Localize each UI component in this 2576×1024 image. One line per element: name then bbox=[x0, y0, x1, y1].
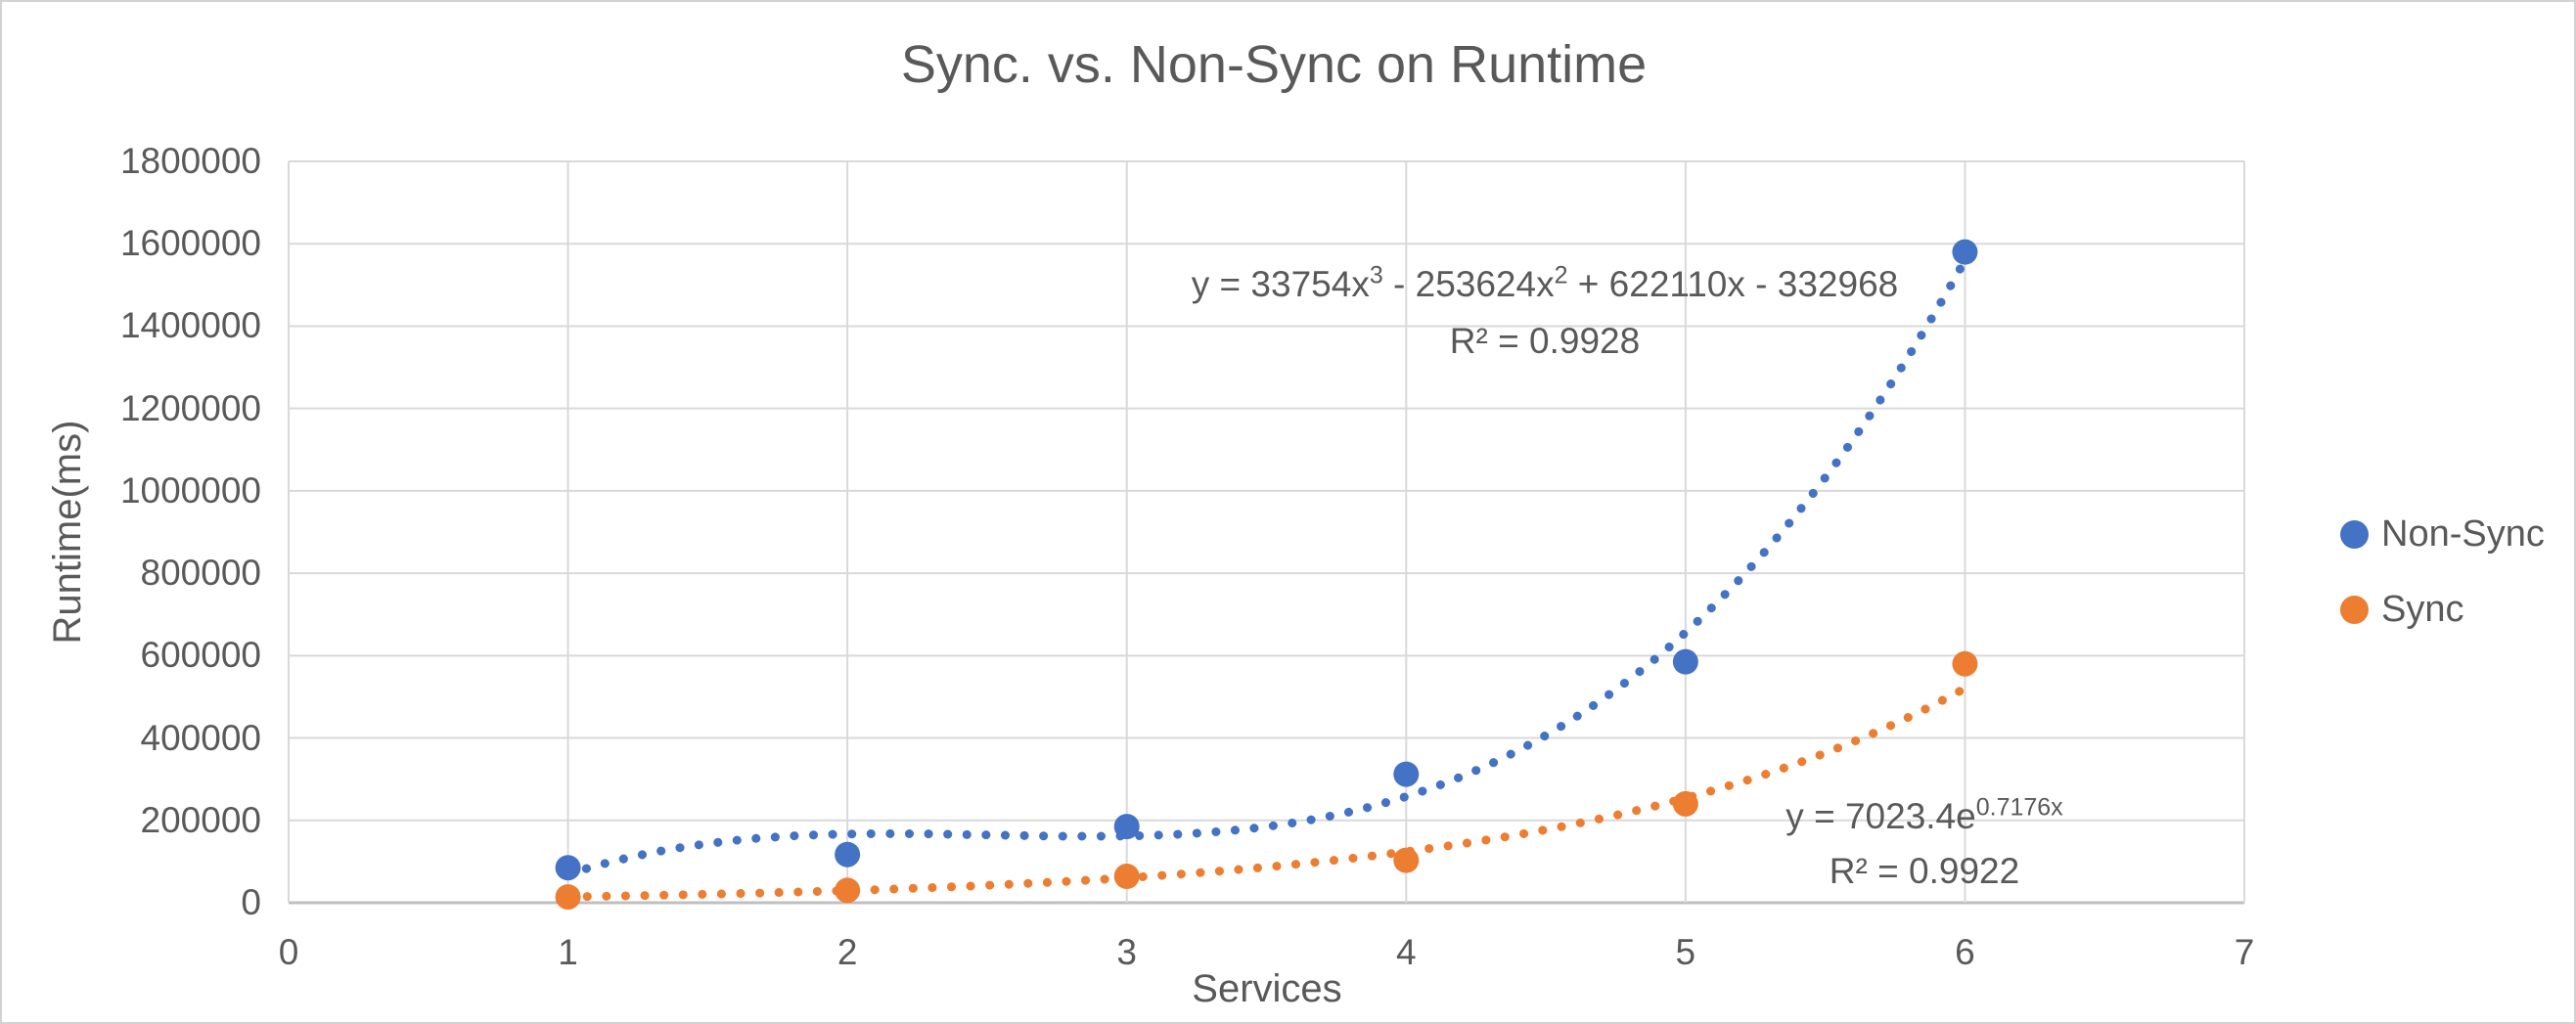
sync-data-point bbox=[555, 884, 581, 911]
y-tick-label: 1600000 bbox=[119, 223, 261, 264]
non-sync-data-point bbox=[1113, 814, 1140, 840]
y-axis-title: Runtime(ms) bbox=[46, 420, 89, 645]
x-tick-label: 6 bbox=[1955, 932, 1975, 972]
y-tick-label: 600000 bbox=[140, 635, 261, 676]
nonsync-trendline-equation: y = 33754x3 - 253624x2 + 622110x - 33296… bbox=[1056, 262, 2034, 307]
non-sync-data-point bbox=[1952, 239, 1978, 265]
legend: Non-Sync Sync bbox=[2340, 512, 2545, 662]
y-tick-label: 0 bbox=[241, 882, 261, 922]
legend-label: Non-Sync bbox=[2381, 512, 2545, 555]
equation-exponent: 3 bbox=[1369, 261, 1383, 289]
y-tick-label: 1200000 bbox=[119, 387, 261, 428]
sync-marker-icon bbox=[2340, 595, 2369, 624]
y-tick-label: 200000 bbox=[140, 799, 261, 840]
equation-exponent: 2 bbox=[1554, 261, 1568, 289]
x-tick-label: 5 bbox=[1675, 932, 1696, 972]
sync-trendline-r2: R² = 0.9922 bbox=[1829, 851, 2020, 891]
equation-exponent: 0.7176x bbox=[1975, 793, 2063, 822]
sync-data-point bbox=[835, 877, 861, 904]
x-axis-title: Services bbox=[1192, 967, 1342, 1010]
x-tick-label: 4 bbox=[1395, 932, 1417, 972]
nonsync-trendline-r2: R² = 0.9928 bbox=[1449, 321, 1641, 361]
x-tick-label: 0 bbox=[278, 932, 299, 972]
y-tick-label: 1800000 bbox=[119, 141, 261, 181]
sync-data-point bbox=[1952, 650, 1978, 677]
sync-data-point bbox=[1113, 864, 1140, 890]
y-tick-label: 400000 bbox=[140, 717, 261, 758]
x-tick-label: 2 bbox=[836, 932, 858, 972]
legend-item-sync: Sync bbox=[2340, 587, 2545, 632]
equation-text: - 253624x bbox=[1382, 264, 1555, 304]
non-sync-data-point bbox=[835, 841, 861, 868]
legend-label: Sync bbox=[2381, 588, 2464, 630]
y-tick-label: 800000 bbox=[140, 553, 261, 594]
sync-trendline bbox=[564, 684, 1969, 902]
x-tick-label: 1 bbox=[558, 932, 578, 972]
non-sync-data-point bbox=[1672, 648, 1698, 675]
non-sync-data-point bbox=[555, 855, 581, 881]
equation-text: y = 7023.4e bbox=[1785, 796, 1976, 836]
sync-data-point bbox=[1393, 847, 1420, 873]
sync-data-point bbox=[1672, 790, 1698, 817]
sync-trendline-equation: y = 7023.4e0.7176x bbox=[1435, 794, 2414, 839]
x-tick-label: 7 bbox=[2234, 932, 2255, 972]
legend-item-non-sync: Non-Sync bbox=[2340, 512, 2545, 557]
equation-text: y = 33754x bbox=[1191, 264, 1370, 304]
y-tick-label: 1400000 bbox=[119, 305, 261, 346]
y-tick-label: 1000000 bbox=[119, 469, 261, 511]
equation-text: + 622110x - 332968 bbox=[1567, 264, 1899, 304]
non-sync-data-point bbox=[1393, 761, 1420, 787]
x-tick-label: 3 bbox=[1116, 932, 1137, 972]
non-sync-marker-icon bbox=[2340, 519, 2369, 549]
chart-title: Sync. vs. Non-Sync on Runtime bbox=[900, 35, 1648, 94]
